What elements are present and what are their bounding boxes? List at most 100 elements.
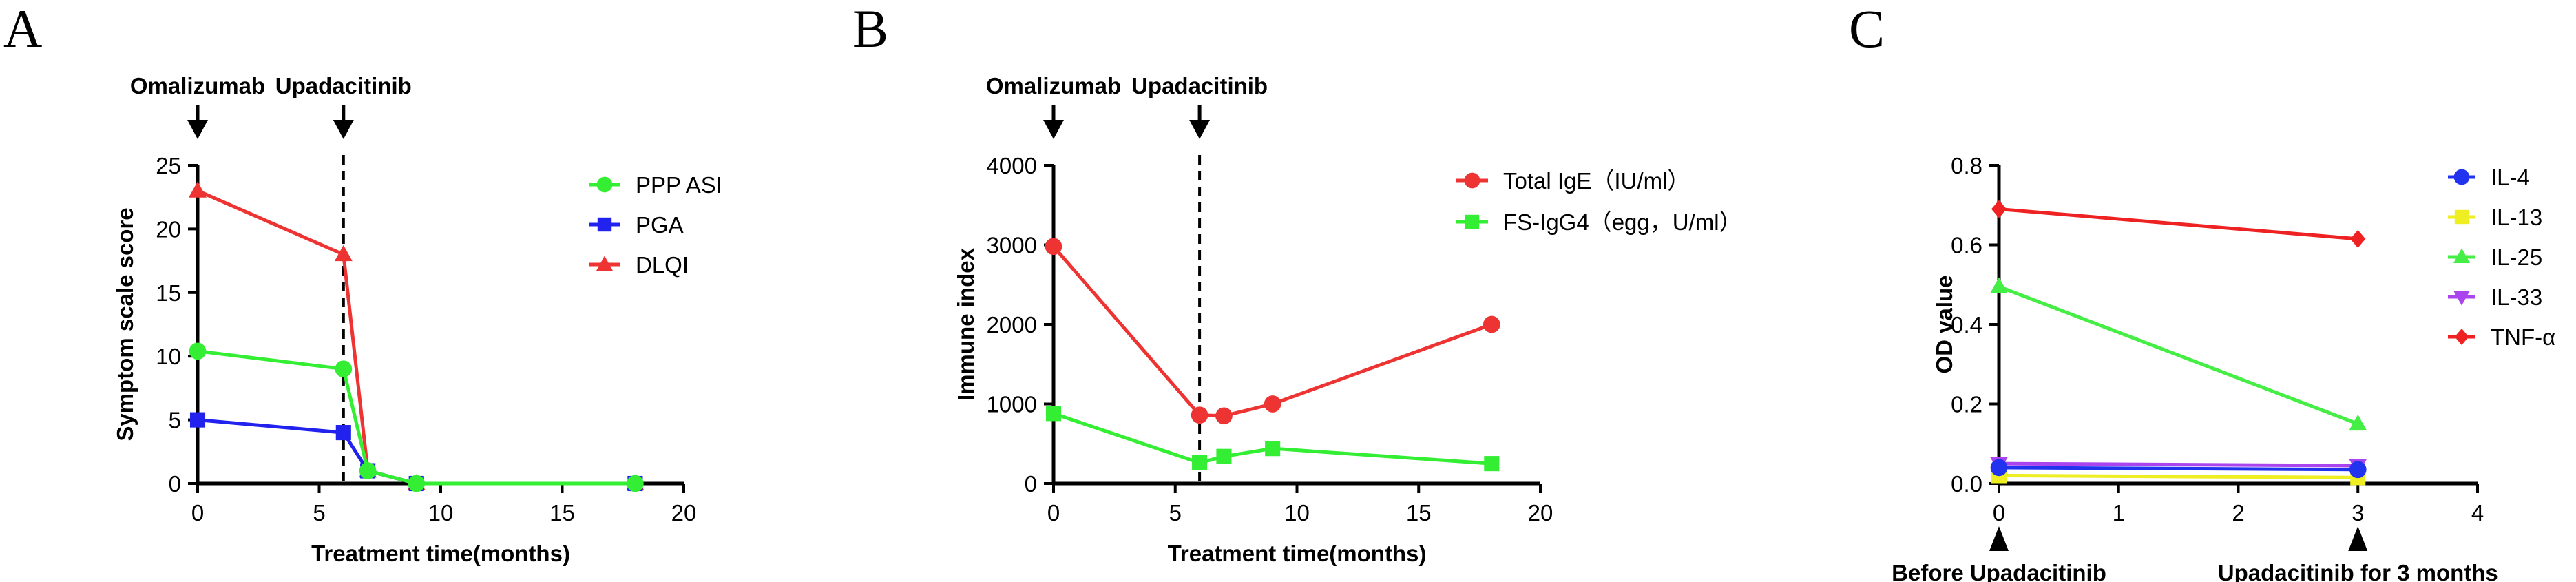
panel-a-x-axis-title: Treatment time(months): [311, 541, 570, 566]
panel-b-y-tick-label: 2000: [987, 312, 1037, 337]
panel-c-legend-swatch-marker: [2454, 329, 2469, 345]
panel-a-legend-label: PPP ASI: [636, 172, 722, 198]
panel-a-y-tick-label: 15: [156, 280, 181, 306]
panel-b-data-point: [1264, 395, 1281, 413]
panel-a-data-point: [189, 181, 207, 198]
panel-b-x-axis-title: Treatment time(months): [1168, 541, 1427, 566]
panel-a-y-tick-label: 0: [169, 471, 181, 497]
panel-a-y-tick-label: 25: [156, 153, 181, 178]
chart-panel-a: 0 5 10 15 20 0 5 10 15 20 25 Treatment time(months)…: [112, 73, 722, 566]
panel-b-x-tick-label: 20: [1528, 500, 1553, 526]
panel-b-data-point: [1191, 406, 1208, 424]
panel-b-series-line: [1052, 245, 1493, 418]
panel-b-legend-label: FS-IgG4（egg，U/ml）: [1503, 209, 1742, 235]
panel-c-y-tick-label: 0.8: [1951, 153, 1982, 178]
panel-a-data-point: [408, 475, 426, 492]
panel-c-y-tick-label: 0.4: [1951, 312, 1982, 337]
panel-letter-a: A: [3, 0, 42, 59]
panel-b-data-point: [1192, 455, 1208, 471]
panel-a-legend-swatch-marker: [596, 256, 613, 271]
panel-c-annotation-label: Before Upadacitinib: [1892, 560, 2106, 582]
panel-a-annotation-label: Upadacitinib: [275, 73, 412, 98]
panel-b-y-tick-label: 1000: [987, 392, 1037, 417]
panel-c-annotation-arrow-icon: [1989, 526, 2009, 551]
panel-a-annotation-label: Omalizumab: [130, 73, 265, 98]
panel-a-series-line: [197, 418, 636, 486]
panel-c-legend-label: TNF-α: [2491, 324, 2555, 350]
panel-a-x-tick-label: 10: [428, 500, 454, 526]
panel-c-y-axis-title: OD value: [1931, 275, 1957, 373]
panel-c-legend-label: IL-33: [2491, 284, 2542, 310]
panel-c-data-point: [1990, 459, 2008, 477]
panel-c-legend-swatch-marker: [2454, 209, 2469, 225]
panel-a-y-tick-label: 10: [156, 344, 181, 369]
panel-c-x-tick-label: 4: [2471, 500, 2484, 526]
panel-a-x-tick-label: 5: [313, 500, 325, 526]
panel-b-legend-label: Total IgE（IU/ml）: [1503, 168, 1690, 194]
panel-c-y-tick-label: 0.0: [1951, 471, 1982, 497]
panel-c-legend-label: IL-13: [2491, 205, 2542, 230]
panel-a-data-point: [189, 342, 207, 360]
panel-b-data-point: [1045, 406, 1062, 422]
panel-letter-c: C: [1849, 0, 1885, 59]
panel-c-series-line: [1998, 207, 2358, 241]
panel-a-x-tick-label: 20: [671, 500, 697, 526]
panel-c-legend-label: IL-25: [2491, 245, 2542, 270]
panel-b-y-tick-label: 4000: [987, 153, 1037, 178]
panel-a-y-tick-label: 5: [169, 408, 181, 433]
panel-c-series-line: [1998, 466, 2358, 472]
panel-b-data-point: [1215, 407, 1233, 425]
panel-c-x-tick-label: 3: [2352, 500, 2364, 526]
panel-b-annotation-label: Omalizumab: [986, 73, 1121, 98]
panel-c-series-line: [1998, 461, 2358, 468]
panel-b-y-axis-title: Immune index: [953, 247, 978, 401]
panel-c-legend-swatch-marker: [2453, 291, 2470, 306]
panel-b-annotation-arrow-icon: [1043, 120, 1064, 139]
panel-c-y-tick-label: 0.6: [1951, 233, 1982, 258]
panel-a-legend-swatch-marker: [596, 176, 613, 193]
panel-a-series-line: [197, 349, 636, 486]
panel-a-data-point: [335, 360, 353, 378]
panel-a-legend-label: DLQI: [636, 252, 689, 278]
panel-b-x-tick-label: 0: [1047, 500, 1060, 526]
panel-c-annotation-label: Upadacitinib for 3 months: [2218, 560, 2498, 582]
panel-letter-b: B: [852, 0, 888, 59]
panel-c-x-tick-label: 2: [2232, 500, 2244, 526]
panel-c-data-point: [2349, 414, 2367, 431]
panel-c-annotation-arrow-icon: [2348, 526, 2368, 551]
panel-c-legend-swatch-marker: [2453, 248, 2470, 263]
panel-b-data-point: [1265, 441, 1281, 457]
panel-a-data-point: [335, 425, 351, 441]
panel-a-data-point: [189, 412, 206, 428]
panel-a-y-tick-label: 20: [156, 216, 181, 242]
panel-b-y-tick-label: 0: [1025, 471, 1037, 497]
panel-b-data-point: [1216, 448, 1232, 464]
panel-a-legend-label: PGA: [636, 212, 684, 238]
panel-c-series-line: [1998, 284, 2359, 426]
panel-a-annotation-arrow-icon: [187, 120, 208, 139]
panel-c-y-tick-label: 0.2: [1951, 392, 1982, 417]
panel-c-legend-label: IL-4: [2491, 165, 2530, 190]
panel-c-data-point: [2350, 229, 2366, 248]
panel-c-data-point: [2349, 461, 2367, 479]
panel-a-x-tick-label: 15: [549, 500, 575, 526]
panel-b-legend-swatch-marker: [1464, 172, 1480, 189]
panel-b-annotation-label: Upadacitinib: [1131, 73, 1268, 98]
chart-panel-c: 0 1 2 3 4 0.0 0.2 0.4 0.6 0.8 OD value Before Upada…: [1892, 153, 2555, 582]
panel-b-y-tick-label: 3000: [987, 233, 1037, 258]
panel-a-x-tick-label: 0: [191, 500, 204, 526]
panel-c-x-tick-label: 1: [2113, 500, 2125, 526]
panel-b-data-point: [1045, 238, 1062, 256]
panel-c-data-point: [1991, 200, 2007, 218]
panel-a-legend-swatch-marker: [597, 217, 612, 232]
panel-b-x-tick-label: 5: [1169, 500, 1182, 526]
panel-c-data-point: [1990, 277, 2008, 293]
panel-b-x-tick-label: 10: [1284, 500, 1310, 526]
panel-b-data-point: [1483, 315, 1500, 333]
panel-a-annotation-arrow-icon: [333, 120, 354, 139]
panel-b-annotation-arrow-icon: [1189, 120, 1211, 139]
chart-panel-b: 0 5 10 15 20 0 1000 2000 3000 4000 Treatment time(…: [953, 73, 1742, 566]
panel-b-x-tick-label: 15: [1406, 500, 1432, 526]
panel-a-data-point: [359, 462, 377, 479]
